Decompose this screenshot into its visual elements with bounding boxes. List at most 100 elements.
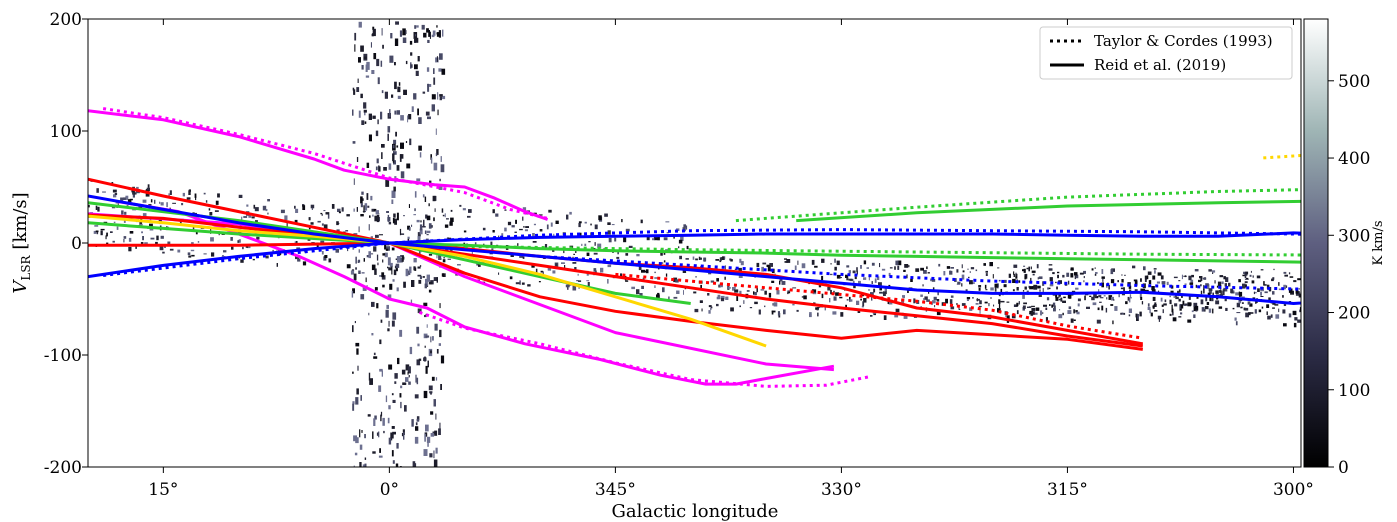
emission-patch: [361, 430, 363, 433]
emission-patch: [693, 291, 697, 294]
emission-patch: [1386, 300, 1389, 302]
emission-patch: [113, 221, 116, 224]
emission-patch: [378, 165, 380, 172]
emission-patch: [600, 267, 604, 273]
emission-patch: [1161, 281, 1166, 285]
emission-patch: [160, 235, 164, 239]
emission-patch: [978, 285, 982, 288]
emission-patch: [442, 95, 446, 100]
emission-patch: [1123, 287, 1125, 293]
emission-patch: [351, 269, 355, 271]
emission-patch: [237, 240, 240, 243]
emission-patch: [657, 235, 660, 241]
x-tick-label: 15°: [148, 480, 178, 500]
emission-patch: [424, 345, 426, 348]
emission-patch: [761, 266, 764, 272]
emission-patch: [923, 270, 927, 274]
emission-patch: [215, 200, 219, 205]
emission-patch: [1242, 274, 1247, 277]
emission-patch: [1282, 295, 1284, 298]
emission-patch: [462, 208, 466, 211]
emission-patch: [1083, 280, 1085, 283]
emission-patch: [870, 315, 873, 317]
emission-patch: [355, 342, 360, 347]
emission-patch: [1298, 288, 1300, 290]
emission-patch: [139, 223, 143, 226]
emission-patch: [522, 256, 525, 259]
emission-patch: [1055, 281, 1057, 284]
emission-patch: [1342, 287, 1344, 290]
emission-patch: [402, 37, 407, 43]
emission-patch: [392, 153, 395, 162]
emission-patch: [877, 276, 880, 280]
emission-patch: [1274, 304, 1279, 306]
emission-patch: [776, 290, 780, 295]
emission-patch: [386, 304, 389, 309]
emission-patch: [983, 263, 986, 266]
emission-patch: [93, 230, 97, 234]
emission-patch: [455, 274, 459, 276]
emission-patch: [159, 201, 161, 204]
emission-patch: [517, 243, 519, 246]
emission-patch: [1270, 314, 1273, 318]
emission-patch: [710, 280, 715, 283]
emission-patch: [868, 276, 870, 281]
emission-patch: [394, 38, 399, 46]
emission-patch: [821, 258, 825, 263]
emission-patch: [771, 310, 774, 315]
emission-patch: [1101, 282, 1104, 288]
emission-patch: [389, 262, 393, 268]
emission-patch: [364, 434, 366, 439]
emission-patch: [852, 280, 855, 283]
emission-patch: [897, 265, 900, 270]
emission-patch: [365, 277, 367, 283]
emission-patch: [373, 356, 378, 359]
emission-patch: [607, 222, 611, 225]
emission-patch: [192, 212, 195, 214]
emission-patch: [162, 251, 165, 254]
emission-patch: [430, 433, 435, 437]
emission-patch: [364, 457, 367, 460]
emission-patch: [408, 114, 412, 120]
emission-patch: [393, 139, 397, 144]
emission-patch: [1340, 276, 1343, 277]
emission-patch: [1062, 300, 1066, 303]
emission-patch: [373, 208, 377, 212]
emission-patch: [1110, 304, 1114, 306]
emission-patch: [423, 449, 428, 456]
emission-patch: [1148, 280, 1152, 285]
emission-patch: [738, 274, 743, 278]
emission-patch: [405, 60, 408, 65]
emission-patch: [428, 30, 430, 37]
emission-patch: [540, 270, 544, 273]
emission-patch: [1373, 304, 1375, 305]
emission-patch: [435, 447, 438, 454]
emission-patch: [1048, 264, 1053, 266]
emission-patch: [1393, 276, 1397, 279]
emission-patch: [391, 247, 395, 251]
emission-patch: [1219, 275, 1224, 278]
emission-patch: [1365, 278, 1366, 280]
emission-patch: [1374, 325, 1378, 329]
emission-patch: [433, 399, 436, 407]
emission-patch: [1045, 307, 1048, 310]
emission-patch: [1357, 325, 1359, 329]
emission-patch: [1003, 279, 1007, 283]
emission-patch: [949, 299, 953, 305]
emission-patch: [391, 190, 396, 198]
emission-patch: [879, 291, 883, 294]
emission-patch: [932, 300, 936, 304]
emission-patch: [1384, 310, 1387, 313]
emission-patch: [112, 189, 117, 193]
emission-patch: [1012, 278, 1016, 283]
emission-patch: [1140, 288, 1142, 292]
emission-patch: [392, 431, 396, 435]
emission-patch: [417, 108, 419, 116]
y-axis-label-unit: [km/s]: [10, 192, 31, 255]
emission-patch: [699, 300, 703, 303]
emission-patch: [471, 250, 473, 256]
emission-patch: [1195, 284, 1198, 288]
emission-patch: [422, 194, 425, 198]
emission-patch: [1288, 288, 1293, 293]
emission-patch: [438, 252, 442, 260]
